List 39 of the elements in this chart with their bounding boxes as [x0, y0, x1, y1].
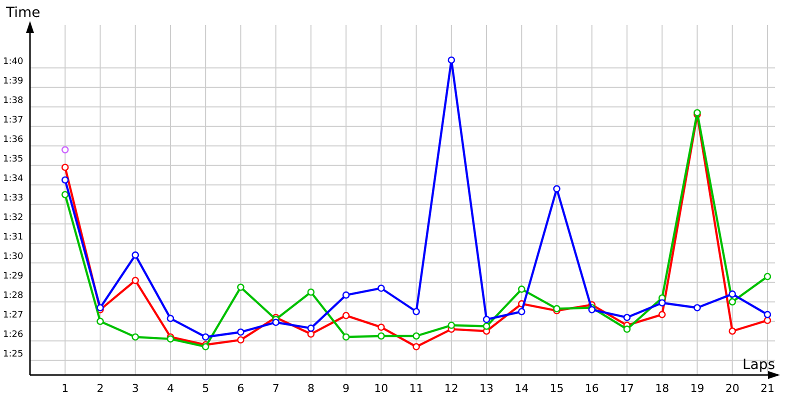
x-tick-label: 17	[620, 382, 634, 395]
x-tick-label: 2	[96, 382, 104, 395]
x-tick-label: 8	[307, 382, 314, 395]
x-tick-label: 3	[132, 382, 139, 395]
y-tick-label: 1:39	[3, 76, 24, 86]
y-tick-label: 1:37	[3, 115, 24, 126]
x-tick-label: 21	[760, 382, 774, 395]
y-tick-label: 1:30	[3, 252, 24, 262]
y-tick-label: 1:34	[3, 174, 24, 184]
y-tick-label: 1:36	[3, 134, 24, 145]
x-tick-label: 6	[237, 382, 244, 395]
x-tick-label: 4	[166, 382, 174, 395]
x-tick-label: 5	[202, 382, 210, 395]
x-tick-label: 13	[480, 382, 494, 395]
x-tick-label: 11	[409, 382, 424, 395]
y-tick-label: 1:27	[3, 310, 24, 320]
y-tick-label: 1:26	[3, 330, 24, 340]
x-tick-label: 16	[584, 382, 599, 395]
y-tick-label: 1:25	[3, 349, 24, 360]
y-tick-label: 1:29	[3, 271, 24, 282]
y-tick-label: 1:33	[3, 193, 24, 204]
x-tick-label: 20	[725, 382, 740, 395]
x-tick-label: 12	[444, 382, 458, 395]
y-tick-label: 1:38	[3, 96, 24, 106]
y-axis-title: Time	[5, 5, 40, 21]
x-tick-label: 10	[374, 382, 388, 395]
x-tick-label: 9	[342, 382, 350, 395]
y-tick-label: 1:40	[3, 56, 24, 67]
y-tick-label: 1:32	[3, 212, 24, 223]
x-tick-label: 1	[62, 382, 69, 395]
x-tick-label: 7	[272, 382, 280, 395]
y-tick-label: 1:35	[3, 154, 24, 164]
y-tick-label: 1:28	[3, 290, 24, 301]
x-tick-label: 15	[550, 382, 564, 395]
x-tick-label: 14	[514, 382, 529, 395]
x-tick-label: 19	[690, 382, 704, 395]
x-tick-label: 18	[655, 382, 670, 395]
y-tick-label: 1:31	[3, 232, 24, 242]
x-axis-title: Laps	[742, 357, 775, 373]
